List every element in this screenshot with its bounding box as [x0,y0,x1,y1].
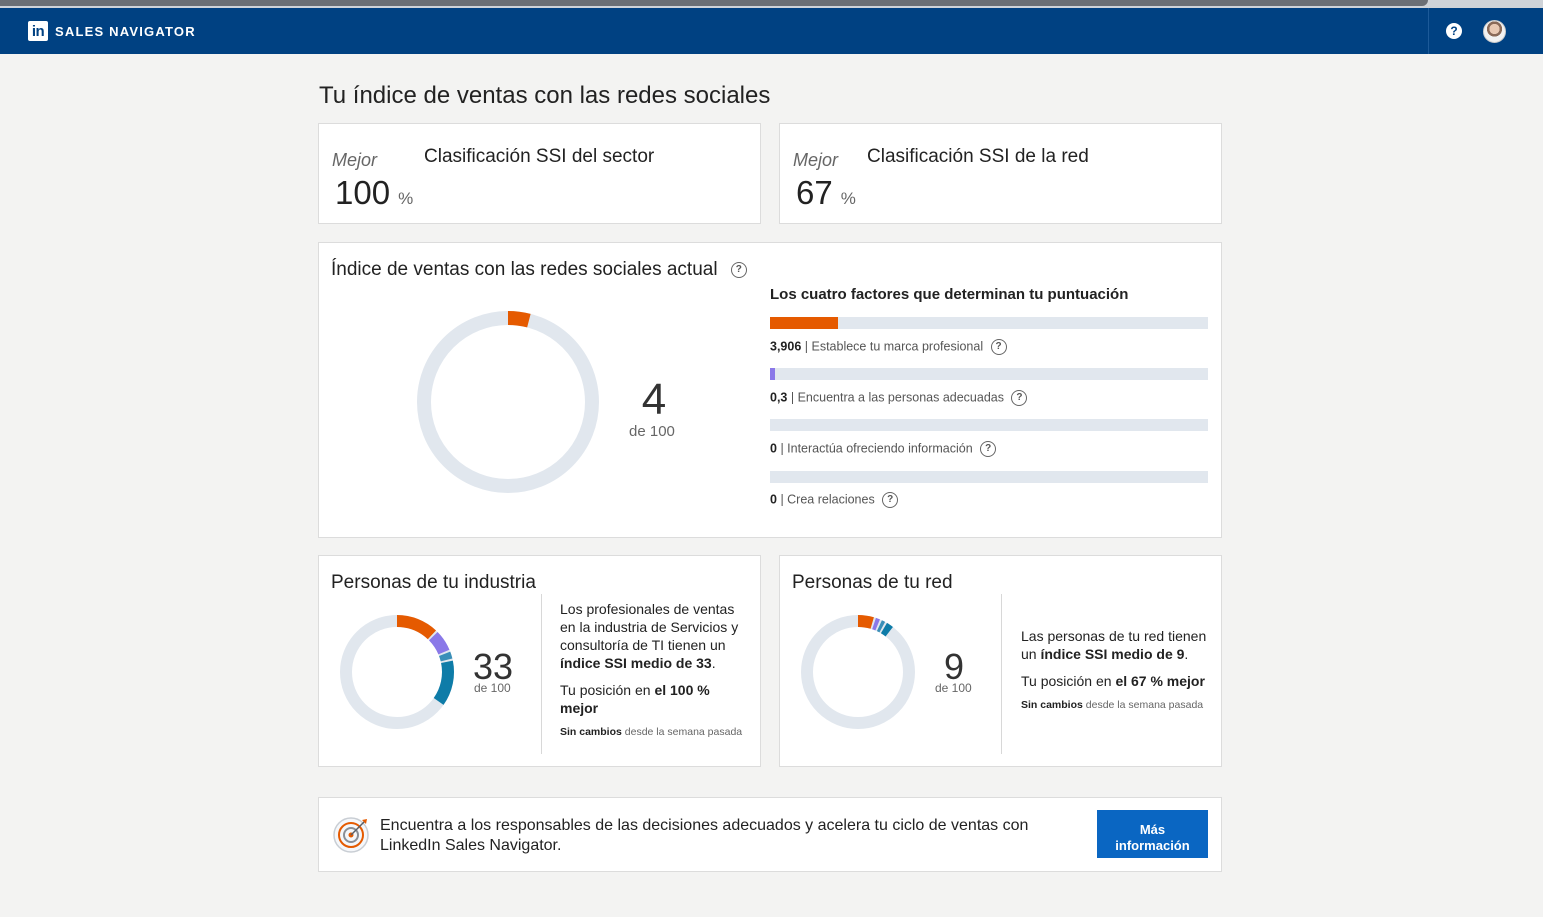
promo-banner: Encuentra a los responsables de las deci… [318,797,1222,872]
ssi-title: Índice de ventas con las redes sociales … [331,259,747,281]
top-navbar: in SALES NAVIGATOR ? [0,8,1543,54]
rank-number: 67 [796,174,833,211]
rank-value: 100% [335,174,413,212]
rank-better-label: Mejor [332,150,378,170]
network-score: 9 [943,646,965,687]
question-icon[interactable]: ? [980,441,997,457]
factor-label: 3,906 | Establece tu marca profesional ? [770,339,1007,355]
factor-text: | Crea relaciones [780,492,875,507]
desc-text: Los profesionales de ventas en la indust… [560,601,739,653]
industry-rank-card: Mejor Clasificación SSI del sector 100% [318,123,761,224]
desc-bold: índice SSI medio de 9 [1040,646,1185,662]
desc-text: Las personas de tu red tienen un [1021,628,1207,662]
nochange-bold: Sin cambios [560,726,622,738]
ssi-title-text: Índice de ventas con las redes sociales … [331,259,718,280]
donut-segment [857,615,874,629]
ssi-score-sub: de 100 [629,423,675,440]
desc-bold: índice SSI medio de 33 [560,655,712,671]
donut-segment [428,631,450,655]
brand-name[interactable]: SALES NAVIGATOR [55,24,196,39]
industry-score: 33 [472,646,514,687]
rank-unit: % [398,189,414,208]
donut-track [417,311,599,493]
rank-title: Clasificación SSI del sector [424,146,655,167]
question-icon[interactable]: ? [730,261,747,278]
industry-title: Personas de tu industria [331,572,536,593]
rank-better-label: Mejor [793,150,839,170]
factor-label: 0 | Interactúa ofreciendo información ? [770,441,997,457]
question-icon[interactable]: ? [882,492,899,508]
network-rank-card: Mejor Clasificación SSI de la red 67% [779,123,1222,224]
factor-value: 0,3 [770,390,788,405]
industry-score-sub: de 100 [474,681,511,695]
factor-value: 3,906 [770,339,802,354]
factor-label: 0,3 | Encuentra a las personas adecuadas… [770,390,1028,406]
page-title: Tu índice de ventas con las redes social… [319,82,771,109]
factor-text: | Interactúa ofreciendo información [780,441,973,456]
more-info-button[interactable]: Más información [1097,810,1208,858]
network-description: Las personas de tu red tienen un índice … [1021,627,1213,663]
factor-bar [770,419,1208,431]
card-divider [1001,594,1002,754]
factor-value: 0 [770,492,777,507]
ssi-card: Índice de ventas con las redes sociales … [318,242,1222,538]
industry-position: Tu posición en el 100 % mejor [560,681,710,717]
rank-unit: % [840,189,856,208]
donut-segment [876,620,886,633]
factor-bar-fill [770,317,839,329]
industry-donut [340,615,454,729]
position-text: Tu posición en [1021,673,1112,689]
industry-card: Personas de tu industria 33 de 100 Los p… [318,555,761,767]
factor-bar [770,471,1208,483]
factors-title: Los cuatro factores que determinan tu pu… [770,286,1129,303]
network-card: Personas de tu red 9 de 100 Las personas… [779,555,1222,767]
ssi-donut [417,311,599,493]
donut-segment [880,622,893,637]
card-divider [541,594,542,754]
desc-end: . [1184,646,1189,662]
help-icon[interactable]: ? [1446,23,1462,39]
ssi-score: 4 [641,375,667,424]
donut-segment [439,651,453,662]
rank-number: 100 [335,174,391,211]
question-icon[interactable]: ? [990,339,1007,355]
banner-text: Encuentra a los responsables de las deci… [380,817,1029,854]
factor-value: 0 [770,441,777,456]
network-change: Sin cambios desde la semana pasada [1021,699,1203,711]
factor-text: | Encuentra a las personas adecuadas [790,390,1004,405]
factor-bar [770,317,1208,329]
network-score-sub: de 100 [935,681,972,695]
network-donut [801,615,915,729]
browser-top-strip [0,0,1543,8]
donut-track [340,615,454,729]
factor-label: 0 | Crea relaciones ? [770,492,899,508]
target-icon [333,817,369,853]
question-icon[interactable]: ? [1011,390,1028,406]
position-bold: el 100 % mejor [560,682,710,716]
browser-scroll-indicator [0,0,1428,6]
industry-change: Sin cambios desde la semana pasada [560,726,742,738]
avatar[interactable] [1483,20,1506,43]
donut-segment [396,615,437,640]
network-title: Personas de tu red [792,572,953,593]
desc-end: . [711,655,716,671]
position-bold: el 67 % mejor [1115,673,1205,689]
donut-segment [433,660,454,705]
nochange-bold: Sin cambios [1021,699,1083,711]
factor-bar [770,368,1208,380]
nochange-text: desde la semana pasada [1085,699,1204,711]
nochange-text: desde la semana pasada [624,726,743,738]
rank-value: 67% [796,174,856,212]
donut-segment-brand [507,311,531,328]
rank-title: Clasificación SSI de la red [867,146,1089,167]
navbar-divider [1428,8,1429,54]
position-text: Tu posición en [560,682,651,698]
donut-track [801,615,915,729]
factor-text: | Establece tu marca profesional [804,339,984,354]
factor-bar-fill [770,368,776,380]
donut-segment [872,617,880,631]
industry-description: Los profesionales de ventas en la indust… [560,600,750,672]
linkedin-logo-icon[interactable]: in [28,21,48,41]
network-position: Tu posición en el 67 % mejor [1021,672,1213,690]
